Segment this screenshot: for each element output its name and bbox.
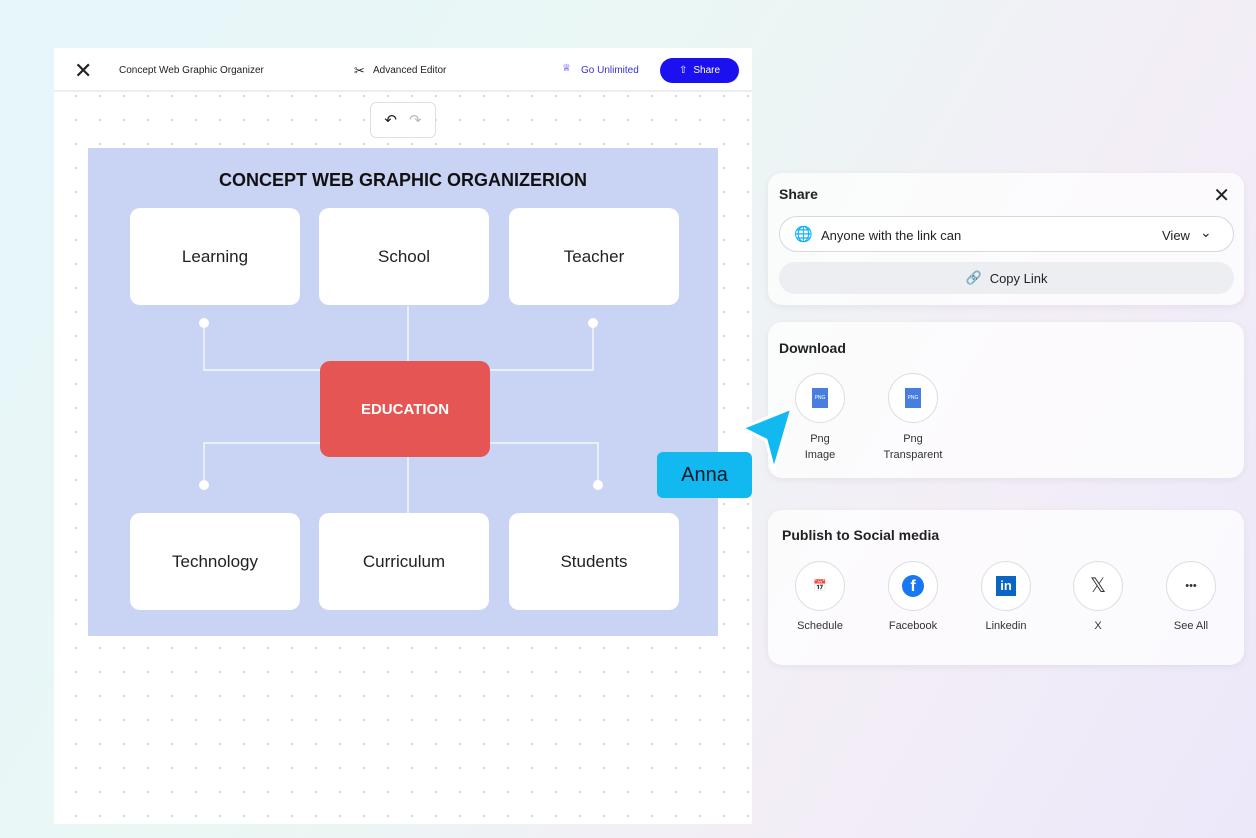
social-panel: Publish to Social media 📅 Schedule f Faceb… (768, 510, 1244, 665)
upload-icon: ⇧ (678, 65, 688, 76)
node-technology[interactable]: Technology (130, 513, 300, 610)
node-teacher[interactable]: Teacher (509, 208, 679, 305)
social-linkedin[interactable]: in Linkedin (960, 561, 1052, 634)
social-facebook[interactable]: f Facebook (867, 561, 959, 634)
globe-icon: 🌐 (794, 226, 813, 243)
download-title: Download (779, 340, 846, 356)
calendar-icon: 📅 (795, 561, 845, 611)
editor: ✕ Concept Web Graphic Organizer ✂ Advanc… (54, 48, 752, 824)
permission-value: View (1162, 228, 1190, 243)
node-learning[interactable]: Learning (130, 208, 300, 305)
download-panel: Download PNG Png Image PNG Png Transparent (768, 322, 1244, 478)
linkedin-icon: in (981, 561, 1031, 611)
share-title: Share (779, 186, 818, 202)
png-file-icon: PNG (888, 373, 938, 423)
share-button[interactable]: ⇧ Share (660, 58, 739, 83)
diagram-title: CONCEPT WEB GRAPHIC ORGANIZERION (218, 170, 587, 190)
diagram-canvas[interactable]: CONCEPT WEB GRAPHIC ORGANIZERION Learnin… (88, 148, 718, 636)
top-bar: ✕ Concept Web Graphic Organizer ✂ Advanc… (54, 48, 752, 92)
go-unlimited-button[interactable]: Go Unlimited (581, 65, 639, 76)
png-file-icon: PNG (795, 373, 845, 423)
x-icon: 𝕏 (1073, 561, 1123, 611)
chevron-down-icon: ⌄ (1200, 224, 1212, 240)
more-icon: ••• (1166, 561, 1216, 611)
magic-tools-icon: ✂ (354, 63, 365, 78)
social-title: Publish to Social media (782, 527, 940, 543)
document-title: Concept Web Graphic Organizer (119, 65, 264, 76)
connectors (199, 306, 603, 513)
node-education[interactable]: EDUCATION (320, 361, 490, 457)
redo-icon[interactable]: ↷ (409, 112, 422, 129)
undo-icon[interactable]: ↶ (384, 112, 397, 129)
close-icon[interactable]: ✕ (74, 58, 93, 83)
access-select[interactable]: 🌐 Anyone with the link can View ⌄ (779, 216, 1234, 252)
close-icon[interactable]: ✕ (1213, 185, 1230, 207)
collaborator-cursor-label: Anna (657, 452, 752, 498)
download-png-transparent[interactable]: PNG Png Transparent (867, 373, 959, 463)
node-students[interactable]: Students (509, 513, 679, 610)
advanced-editor-button[interactable]: Advanced Editor (373, 65, 447, 76)
share-panel: Share ✕ 🌐 Anyone with the link can View … (768, 173, 1244, 305)
node-school[interactable]: School (319, 208, 489, 305)
link-icon: 🔗 (965, 270, 982, 285)
crown-icon: ♕ (562, 63, 571, 74)
node-curriculum[interactable]: Curriculum (319, 513, 489, 610)
history-controls: ↶ ↷ (370, 102, 436, 138)
social-schedule[interactable]: 📅 Schedule (774, 561, 866, 634)
access-label: Anyone with the link can (821, 228, 962, 243)
cursor-pointer-icon (740, 407, 790, 472)
facebook-icon: f (888, 561, 938, 611)
download-png-image[interactable]: PNG Png Image (774, 373, 866, 463)
social-see-all[interactable]: ••• See All (1145, 561, 1237, 634)
copy-link-button[interactable]: 🔗 Copy Link (779, 262, 1234, 294)
